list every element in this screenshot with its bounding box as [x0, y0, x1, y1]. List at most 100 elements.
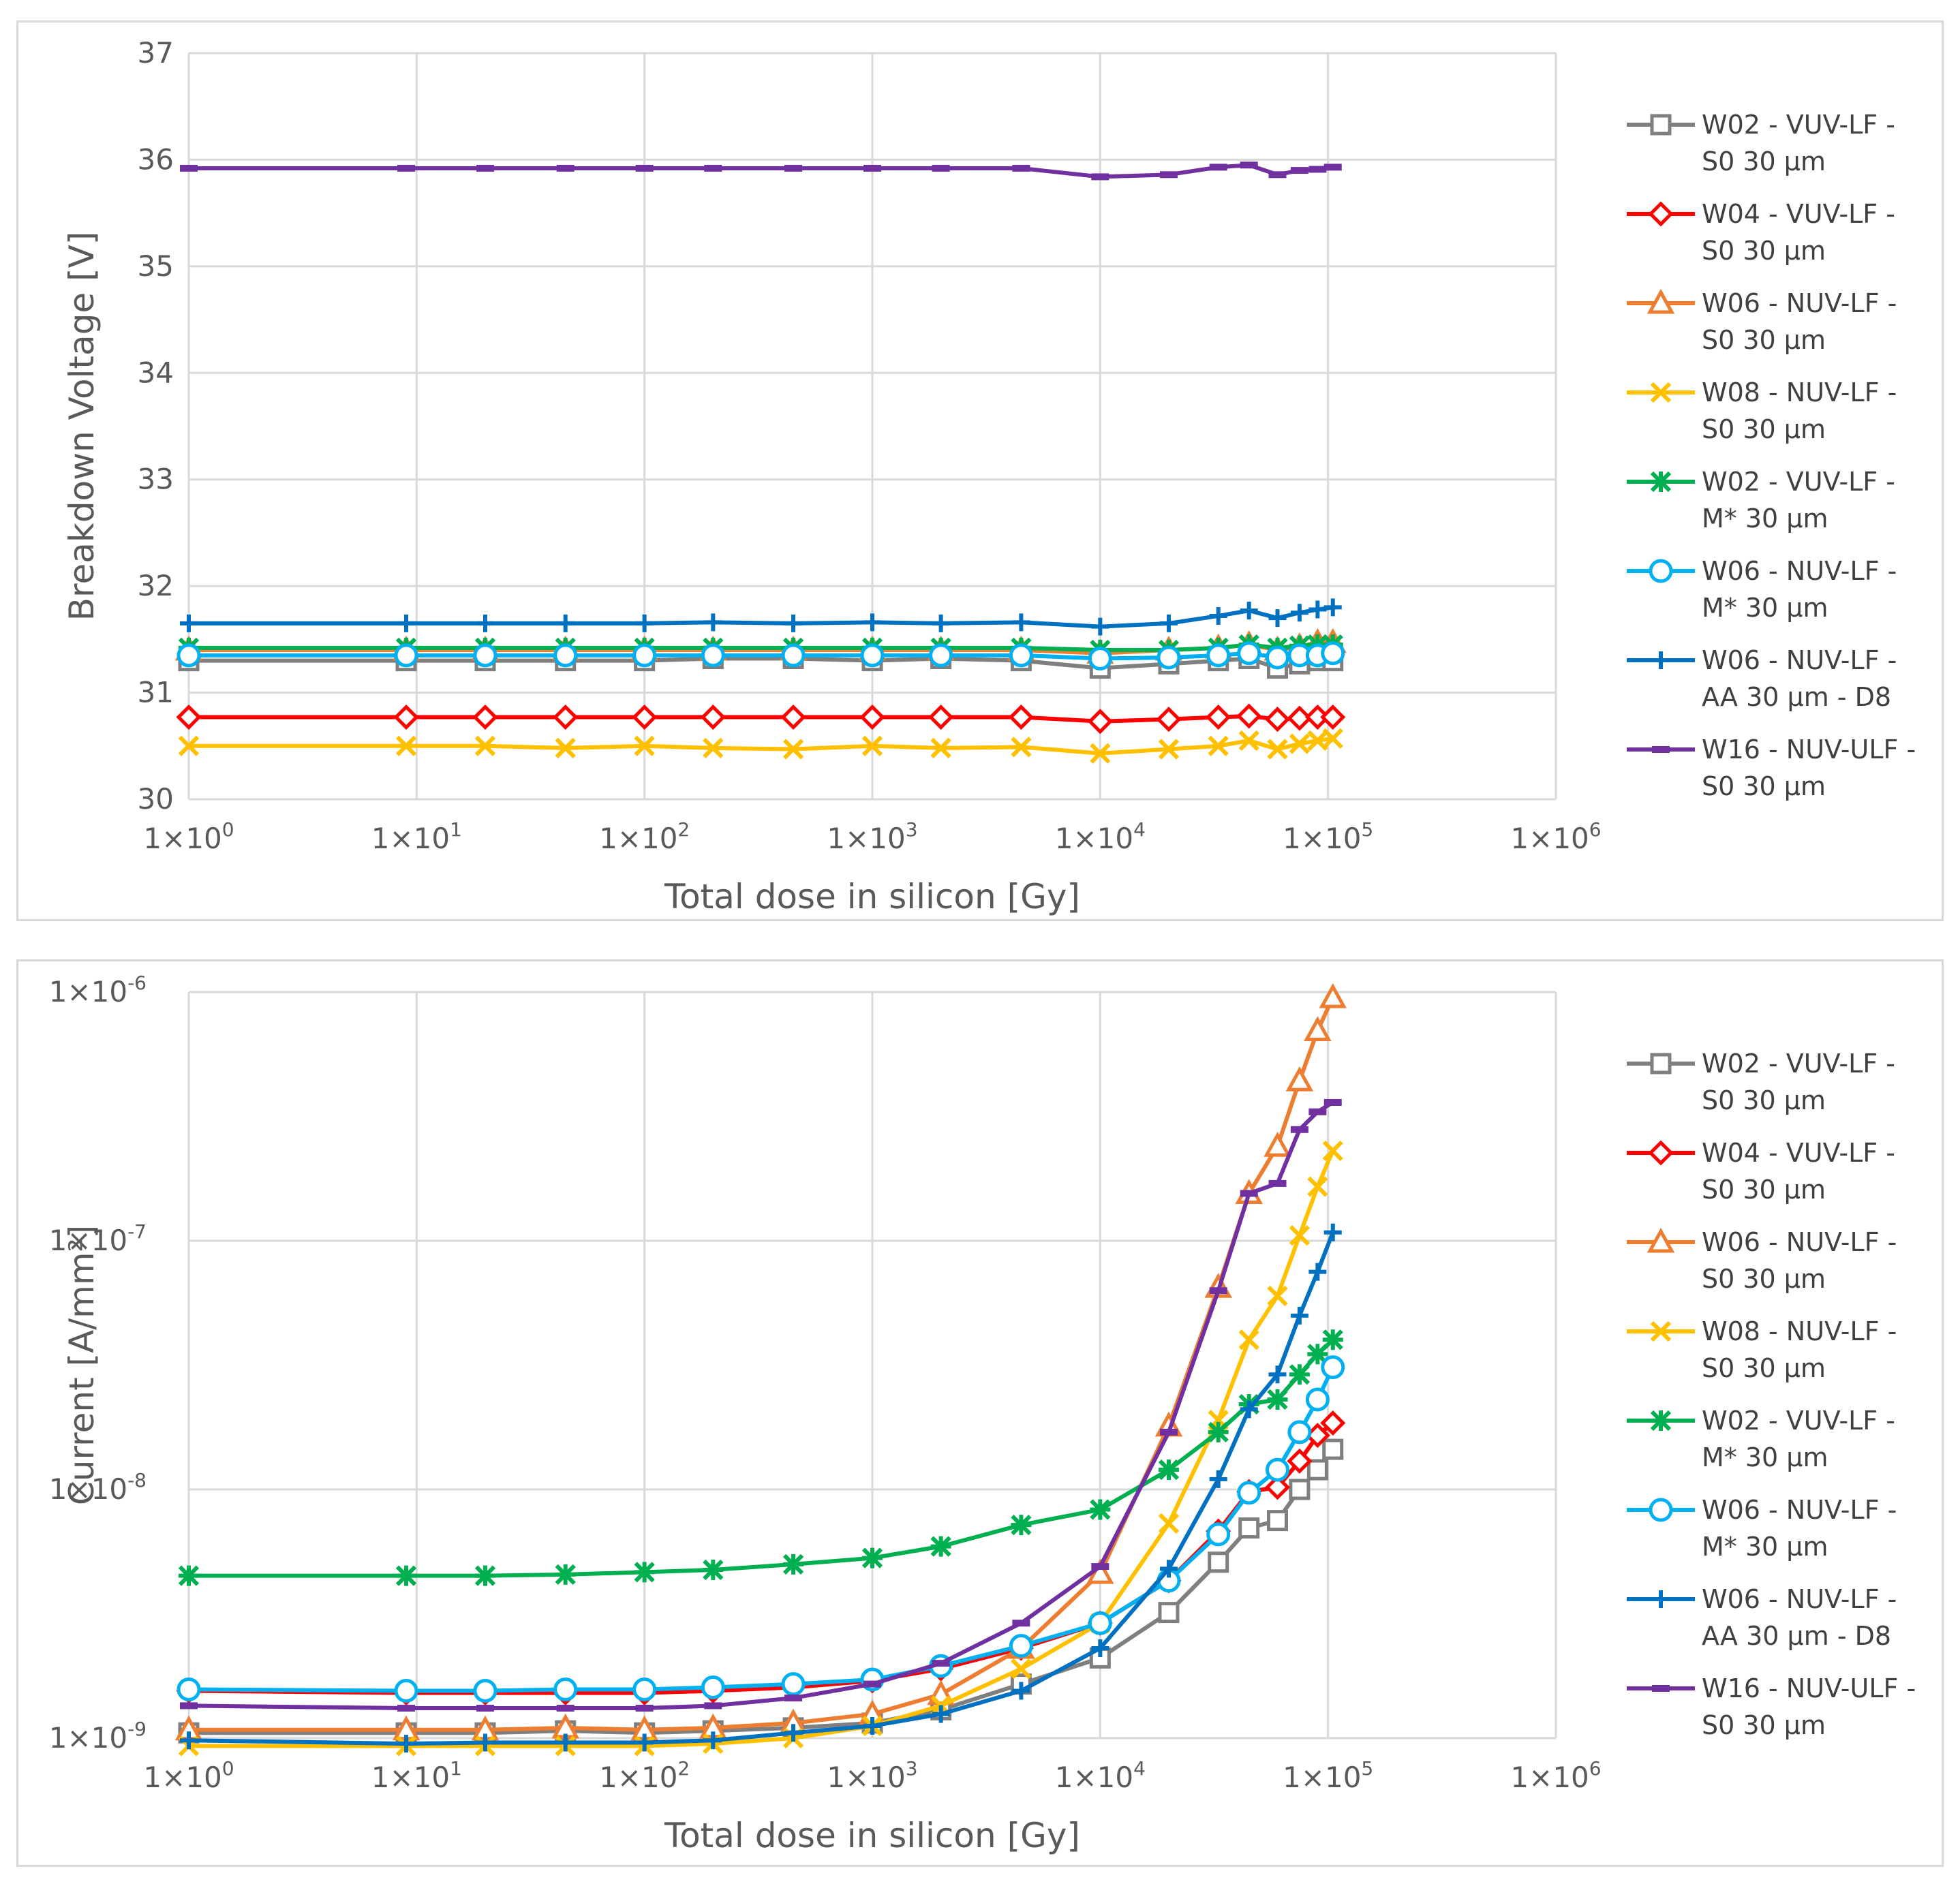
data-point: [1308, 600, 1327, 619]
series-line: [188, 1231, 1335, 1746]
legend-entry: W02 - VUV-LF -M* 30 µm: [1627, 467, 1895, 534]
data-point: [556, 1733, 575, 1752]
data-point: [1264, 707, 1291, 732]
data-point: [553, 643, 578, 668]
legend-label: W16 - NUV-ULF -S0 30 µm: [1702, 735, 1916, 801]
data-point: [473, 643, 497, 668]
series-line: [189, 1149, 1335, 1748]
data-point: [632, 1677, 657, 1701]
y-tick-label: 1×10-9: [49, 1718, 147, 1754]
legend-marker: [1650, 1410, 1672, 1432]
data-point: [1088, 647, 1112, 671]
legend-label: W06 - NUV-LF -M* 30 µm: [1702, 1495, 1897, 1562]
data-point: [1308, 166, 1327, 173]
legend-entry: W02 - VUV-LF -S0 30 µm: [1627, 110, 1895, 176]
legend-label: W06 - NUV-LF -S0 30 µm: [1702, 288, 1897, 355]
data-point: [1158, 1602, 1180, 1624]
data-point: [1090, 1499, 1111, 1520]
x-tick-label: 1×105: [1283, 818, 1373, 855]
data-point: [1011, 1514, 1032, 1536]
legend-marker: [1650, 471, 1672, 493]
legend-label: W04 - VUV-LF -S0 30 µm: [1702, 1138, 1895, 1205]
data-point: [1238, 1517, 1260, 1539]
legend-entry: W06 - NUV-LF -AA 30 µm - D8: [1627, 645, 1897, 712]
y-tick-label: 34: [138, 356, 174, 389]
data-point: [1159, 614, 1178, 632]
data-point: [784, 614, 803, 632]
data-point: [928, 705, 954, 730]
x-tick-label: 1×106: [1510, 1757, 1601, 1794]
data-point: [1012, 1682, 1030, 1700]
series-4: [178, 1140, 1343, 1757]
legend-entry: W06 - NUV-LF -M* 30 µm: [1627, 1495, 1897, 1562]
y-tick-label: 36: [138, 142, 174, 176]
data-point: [1289, 733, 1311, 754]
data-point: [1012, 164, 1030, 172]
data-point: [1240, 602, 1258, 620]
data-point: [704, 1702, 722, 1710]
data-point: [860, 643, 885, 668]
data-point: [1237, 1481, 1261, 1505]
data-point: [1012, 613, 1030, 632]
x-axis-title: Total dose in silicon [Gy]: [664, 877, 1080, 916]
data-point: [932, 164, 950, 172]
data-point: [1323, 1223, 1342, 1241]
x-tick-label: 1×106: [1510, 818, 1601, 855]
data-point: [1290, 167, 1308, 174]
legend-label: W06 - NUV-LF -AA 30 µm - D8: [1702, 645, 1897, 712]
data-point: [180, 614, 198, 632]
data-point: [397, 1704, 416, 1712]
data-point: [1208, 735, 1229, 756]
y-tick-label: 35: [138, 249, 174, 283]
data-point: [1236, 703, 1262, 729]
legend-entry: W08 - NUV-LF -S0 30 µm: [1627, 377, 1897, 444]
data-point: [180, 1731, 198, 1750]
x-tick-label: 1×101: [371, 1757, 462, 1794]
breakdown-voltage-chart-panel: 1×100 1×101 1×102 1×103 1×104 1×105 1×106 30 31 3…: [16, 20, 1944, 921]
data-point: [397, 164, 416, 172]
data-point: [1240, 1190, 1258, 1197]
data-point: [1008, 705, 1034, 730]
data-point: [1323, 164, 1342, 171]
y-axis-title: Current [A/mm²]: [62, 1225, 102, 1505]
legend-label: W06 - NUV-LF -S0 30 µm: [1702, 1227, 1897, 1294]
data-point: [474, 1565, 496, 1586]
y-tick-label: 33: [138, 463, 174, 496]
data-point: [1011, 737, 1032, 758]
data-point: [1091, 1639, 1109, 1657]
legend-label: W04 - VUV-LF -S0 30 µm: [1702, 199, 1895, 266]
data-point: [1088, 1611, 1112, 1635]
legend-marker: [1652, 1685, 1670, 1692]
data-point: [1322, 1140, 1343, 1162]
series-line: [189, 996, 1335, 1732]
data-point: [1322, 1438, 1344, 1460]
data-point: [476, 614, 494, 632]
data-point: [1290, 1126, 1308, 1133]
data-point: [1265, 645, 1289, 670]
legend-marker: [1650, 1053, 1672, 1075]
data-point: [634, 1562, 655, 1583]
data-point: [932, 614, 950, 632]
data-point: [1319, 983, 1347, 1008]
legend-marker: [1649, 559, 1673, 583]
y-tick-label: 30: [138, 782, 174, 816]
data-point: [178, 1565, 200, 1586]
series-7: [180, 1223, 1342, 1753]
data-point: [632, 705, 658, 730]
data-point: [1237, 641, 1261, 666]
data-point: [553, 705, 579, 730]
x-axis-title: Total dose in silicon [Gy]: [664, 1816, 1080, 1855]
legend-marker: [1650, 1320, 1672, 1342]
data-point: [780, 705, 806, 730]
data-point: [476, 1704, 494, 1712]
data-point: [1287, 705, 1313, 731]
data-point: [1290, 1306, 1308, 1325]
legend-label: W06 - NUV-LF -M* 30 µm: [1702, 556, 1897, 623]
data-point: [930, 737, 951, 759]
data-point: [1320, 1410, 1346, 1436]
series-line: [188, 1100, 1334, 1710]
data-point: [784, 1724, 803, 1742]
data-point: [1268, 1179, 1287, 1187]
data-point: [1289, 1225, 1311, 1246]
data-point: [555, 1564, 576, 1585]
